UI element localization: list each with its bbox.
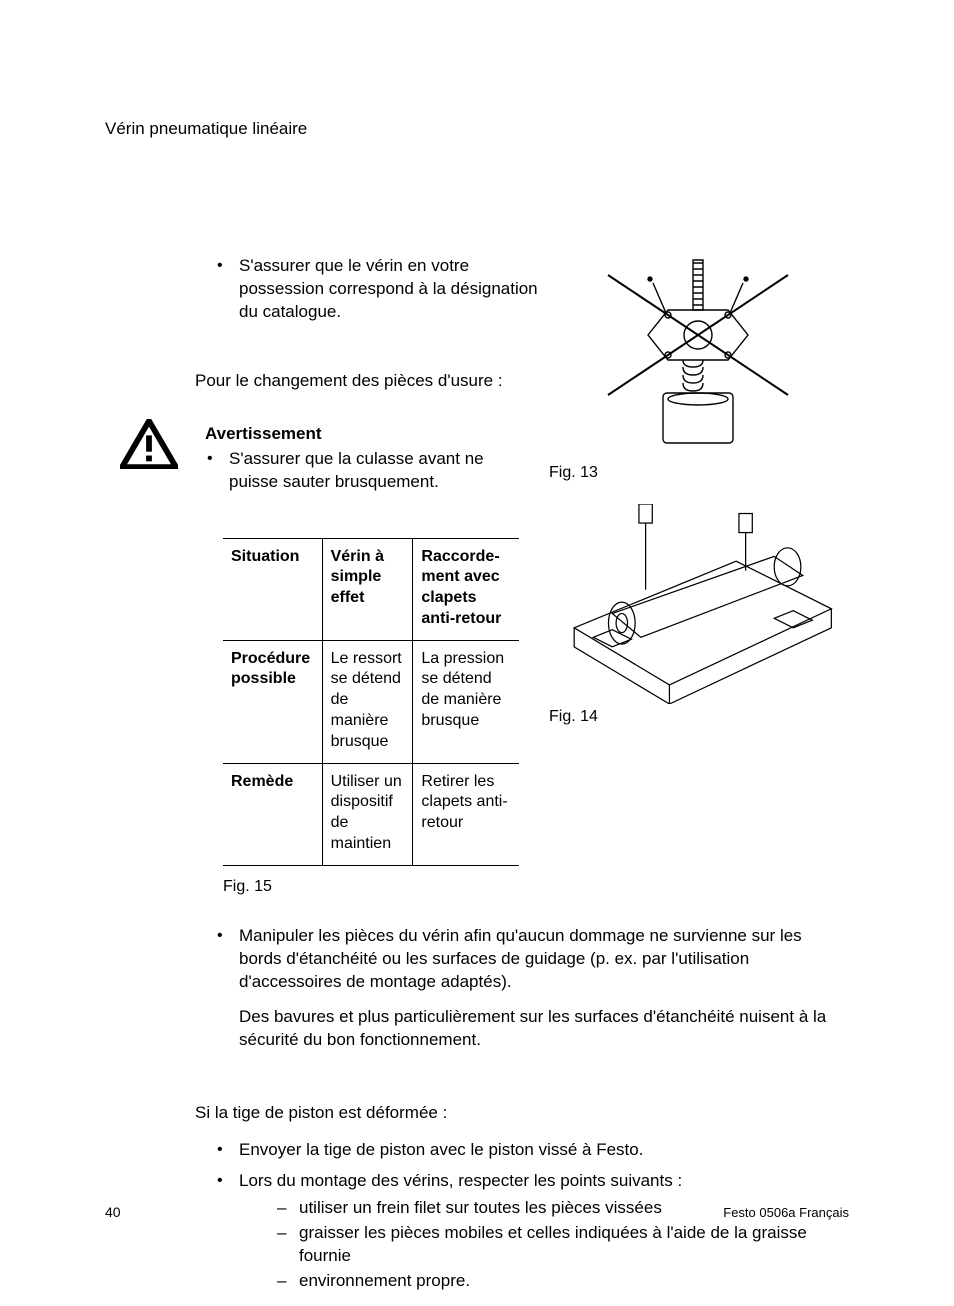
list-item: • Envoyer la tige de piston avec le pist…: [215, 1139, 845, 1162]
warning-icon: [120, 419, 178, 467]
bullet-icon: •: [215, 925, 239, 1068]
situation-table: Situation Vérin à simple effet Raccorde-…: [223, 538, 519, 866]
body-p1: Manipuler les pièces du vérin afin qu'au…: [239, 925, 845, 1068]
piston-intro: Si la tige de piston est déformée :: [195, 1102, 845, 1125]
body-block: • Manipuler les pièces du vérin afin qu'…: [215, 925, 845, 1068]
table-cell: Procédure possible: [223, 640, 322, 763]
dash-icon: –: [277, 1222, 299, 1268]
table-cell: Utiliser un dispositif de maintien: [322, 763, 413, 865]
intro-bullet-text: S'assurer que le vérin en votre possessi…: [239, 255, 555, 324]
page: Vérin pneumatique linéaire • S'assurer q…: [0, 0, 954, 1306]
figure-14-caption: Fig. 14: [549, 706, 849, 728]
piston-b1: Envoyer la tige de piston avec le piston…: [239, 1139, 845, 1162]
figure-15-caption: Fig. 15: [223, 876, 849, 898]
piston-sub-1: graisser les pièces mobiles et celles in…: [299, 1222, 845, 1268]
piston-b2-text: Lors du montage des vérins, respecter le…: [239, 1171, 682, 1190]
body-p1-text: Manipuler les pièces du vérin afin qu'au…: [239, 926, 802, 991]
intro-bullet-block: • S'assurer que le vérin en votre posses…: [215, 255, 555, 324]
warning-body: Avertissement • S'assurer que la culasse…: [205, 423, 505, 494]
piston-sub-2: environnement propre.: [299, 1270, 470, 1293]
table-cell: Remède: [223, 763, 322, 865]
running-header: Vérin pneumatique linéaire: [105, 118, 849, 141]
list-item: • S'assurer que la culasse avant ne puis…: [205, 448, 505, 494]
page-number: 40: [105, 1203, 121, 1222]
piston-b2: Lors du montage des vérins, respecter le…: [239, 1170, 845, 1295]
body-p2-text: Des bavures et plus particulièrement sur…: [239, 1006, 845, 1052]
list-item: – environnement propre.: [277, 1270, 845, 1293]
figure-13-caption: Fig. 13: [549, 462, 849, 484]
figure-14-block: Fig. 14: [549, 504, 849, 728]
bullet-icon: •: [215, 255, 239, 324]
figure-13-image: [549, 250, 847, 460]
dash-icon: –: [277, 1270, 299, 1293]
table-cell: La pression se détend de manière brusque: [413, 640, 519, 763]
figure-column: Fig. 13: [549, 250, 849, 727]
page-footer: 40 Festo 0506a Français: [105, 1203, 849, 1222]
table-header-situation: Situation: [223, 538, 322, 640]
table-row: Situation Vérin à simple effet Raccorde-…: [223, 538, 519, 640]
table-row: Remède Utiliser un dispositif de maintie…: [223, 763, 519, 865]
table-header-verin: Vérin à simple effet: [322, 538, 413, 640]
warning-block: Avertissement • S'assurer que la culasse…: [105, 423, 505, 494]
list-item: • Manipuler les pièces du vérin afin qu'…: [215, 925, 845, 1068]
document-title: Vérin pneumatique linéaire: [105, 119, 307, 138]
list-item: • S'assurer que le vérin en votre posses…: [215, 255, 555, 324]
warning-title: Avertissement: [205, 423, 505, 446]
table-header-raccordement: Raccorde-ment avec clapets anti-retour: [413, 538, 519, 640]
figure-14-image: [549, 504, 847, 704]
table-cell: Le ressort se détend de manière brusque: [322, 640, 413, 763]
list-item: • Lors du montage des vérins, respecter …: [215, 1170, 845, 1295]
list-item: – graisser les pièces mobiles et celles …: [277, 1222, 845, 1268]
bullet-icon: •: [215, 1170, 239, 1295]
table-cell: Retirer les clapets anti-retour: [413, 763, 519, 865]
warning-bullet-text: S'assurer que la culasse avant ne puisse…: [229, 448, 505, 494]
footer-right: Festo 0506a Français: [723, 1204, 849, 1222]
bullet-icon: •: [205, 448, 229, 494]
table-row: Procédure possible Le ressort se détend …: [223, 640, 519, 763]
bullet-icon: •: [215, 1139, 239, 1162]
piston-block: Si la tige de piston est déformée : • En…: [195, 1102, 845, 1295]
wear-change-paragraph: Pour le changement des pièces d'usure :: [195, 370, 555, 393]
